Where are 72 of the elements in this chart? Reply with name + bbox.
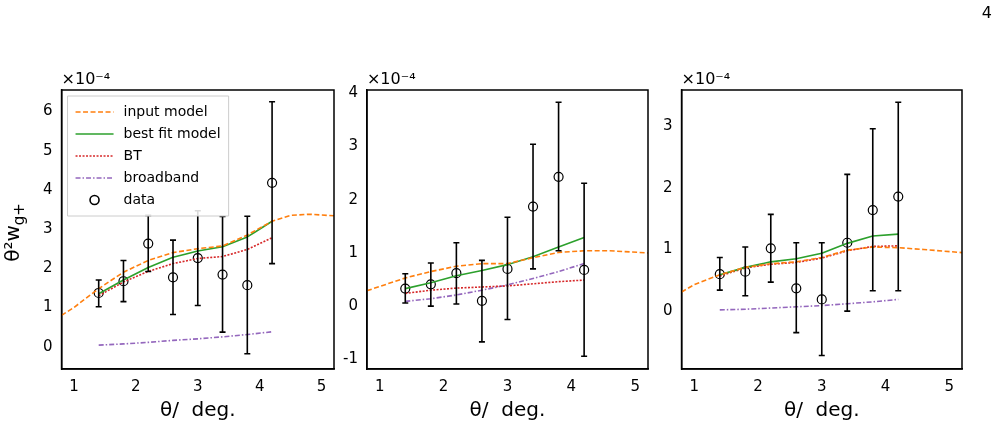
- point: [143, 238, 154, 249]
- point: [714, 269, 725, 280]
- y-tick-label: 4: [348, 83, 358, 102]
- x-tick-label: 3: [193, 376, 203, 395]
- y-tick-label: 2: [43, 258, 53, 277]
- point: [867, 205, 878, 216]
- point: [266, 177, 278, 188]
- x-axis-title: θ/ deg.: [469, 397, 546, 422]
- point: [118, 276, 129, 287]
- point: [893, 191, 904, 202]
- text: ×10⁻⁴: [366, 69, 416, 89]
- legend-label: data: [123, 190, 156, 207]
- y-tick-label: 1: [348, 242, 358, 261]
- y-tick-label: 5: [43, 140, 53, 159]
- text: ×10⁻⁴: [61, 69, 111, 89]
- point: [167, 272, 179, 283]
- y-tick-label: 4: [43, 179, 53, 198]
- point: [93, 287, 104, 299]
- point: [816, 294, 827, 305]
- legend-label: BT: [123, 146, 143, 163]
- line-series: [366, 250, 648, 292]
- point: [476, 295, 488, 306]
- point: [740, 266, 751, 277]
- x-tick-label: 5: [316, 376, 327, 395]
- point: [217, 269, 228, 280]
- point: [451, 268, 462, 279]
- y-tick-label: 0: [348, 296, 358, 315]
- legend-label: input model: [123, 102, 208, 119]
- y-tick-label: 3: [348, 136, 358, 155]
- x-tick-label: 2: [753, 376, 763, 395]
- x-tick-label: 3: [817, 376, 827, 395]
- legend-label: best fit model: [123, 124, 221, 141]
- line-series: [681, 246, 962, 293]
- line-series: [61, 213, 334, 317]
- y-tick-label: 0: [43, 336, 53, 355]
- x-tick-label: 4: [254, 376, 265, 395]
- x-tick-label: 2: [131, 376, 141, 395]
- point: [192, 253, 203, 264]
- x-tick-label: 1: [69, 376, 79, 395]
- point: [765, 243, 776, 254]
- y-tick-label: 1: [663, 239, 673, 258]
- x-tick-label: 5: [944, 376, 955, 395]
- point: [791, 283, 802, 294]
- x-tick-label: 1: [689, 376, 700, 395]
- point: [579, 264, 590, 276]
- legend-label: broadband: [123, 168, 200, 185]
- y-tick-label: 3: [43, 219, 53, 237]
- x-axis-title: θ/ deg.: [159, 397, 236, 422]
- y-tick-label: 1: [43, 297, 53, 316]
- point: [400, 283, 411, 294]
- point: [502, 263, 513, 274]
- y-tick-label: 6: [43, 101, 53, 120]
- y-tick-label: 2: [663, 177, 673, 196]
- point: [425, 279, 436, 290]
- point: [842, 237, 853, 248]
- y-tick-label: 2: [348, 189, 358, 208]
- point: [527, 201, 539, 212]
- x-tick-label: 2: [438, 376, 449, 395]
- x-tick-label: 3: [502, 376, 513, 395]
- y-tick-label: -1: [342, 349, 358, 368]
- point: [553, 171, 564, 182]
- line-series: [97, 330, 273, 346]
- x-tick-label: 5: [630, 376, 640, 395]
- x-tick-label: 4: [880, 376, 891, 395]
- text: 4: [981, 3, 992, 23]
- y-tick-label: 3: [663, 116, 673, 135]
- x-tick-label: 1: [374, 376, 385, 395]
- point: [242, 280, 253, 291]
- y-tick-label: 0: [663, 301, 673, 319]
- x-axis-title: θ/ deg.: [783, 397, 860, 422]
- text: ×10⁻⁴: [681, 69, 731, 89]
- x-tick-label: 4: [566, 376, 577, 395]
